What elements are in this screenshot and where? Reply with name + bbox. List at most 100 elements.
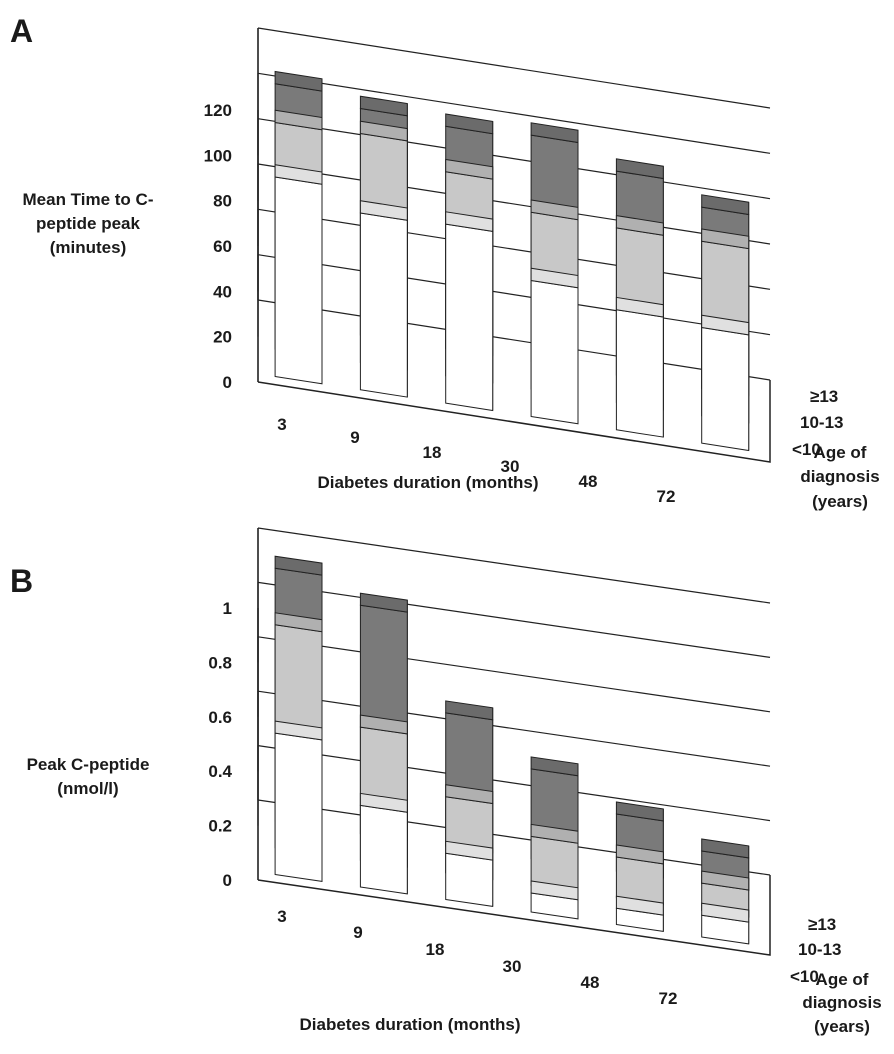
bar-top bbox=[530, 267, 579, 289]
series-tick-label: 10-13 bbox=[798, 940, 841, 959]
y-tick-label: 0.8 bbox=[208, 653, 232, 672]
gridline bbox=[257, 254, 771, 336]
y-tick-label: 120 bbox=[204, 101, 232, 120]
bar-top bbox=[274, 164, 323, 185]
gridline bbox=[257, 118, 771, 200]
bar-top bbox=[701, 838, 750, 859]
panel-label: B bbox=[10, 563, 33, 599]
x-tick-label: 30 bbox=[503, 957, 522, 976]
y-tick-label: 80 bbox=[213, 192, 232, 211]
bar-top bbox=[359, 714, 408, 735]
gridline bbox=[257, 799, 771, 876]
bar-top bbox=[701, 314, 750, 336]
gridline bbox=[257, 690, 771, 767]
depth-axis-title: (years) bbox=[812, 492, 868, 511]
bar-front bbox=[445, 223, 494, 412]
bar-top bbox=[615, 158, 664, 180]
bar-front bbox=[615, 309, 664, 438]
bar bbox=[445, 211, 494, 412]
bar-top bbox=[445, 700, 494, 721]
bar-top bbox=[615, 895, 664, 916]
bar-top bbox=[445, 211, 494, 232]
gridline bbox=[257, 72, 771, 154]
bar-top bbox=[530, 880, 579, 901]
x-tick-label: 48 bbox=[581, 973, 600, 992]
series-tick-label: 10-13 bbox=[800, 413, 843, 432]
bar bbox=[530, 267, 579, 425]
y-tick-label: 1 bbox=[223, 599, 232, 618]
bar-top bbox=[615, 296, 664, 318]
bar bbox=[530, 823, 579, 893]
bar-top bbox=[530, 823, 579, 844]
gridline bbox=[257, 208, 771, 290]
bar-front bbox=[359, 212, 408, 398]
bar-front bbox=[274, 176, 323, 385]
x-tick-label: 48 bbox=[579, 472, 598, 491]
gridline bbox=[257, 745, 771, 822]
bar-top bbox=[359, 200, 408, 221]
floor-edge bbox=[257, 380, 771, 463]
bar-top bbox=[615, 844, 664, 865]
y-tick-label: 0.6 bbox=[208, 708, 232, 727]
bar-top bbox=[701, 902, 750, 923]
bar-top bbox=[530, 199, 579, 221]
x-tick-label: 3 bbox=[277, 415, 286, 434]
bar bbox=[615, 895, 664, 932]
bar bbox=[274, 164, 323, 385]
gridline bbox=[257, 581, 771, 658]
gridline bbox=[257, 27, 771, 109]
bar bbox=[701, 314, 750, 452]
x-tick-label: 18 bbox=[426, 940, 445, 959]
floor-edge bbox=[257, 875, 771, 956]
bar-top bbox=[274, 109, 323, 131]
bar bbox=[359, 200, 408, 398]
bar-top bbox=[530, 756, 579, 777]
chart-panel-B: 0 0.2 0.4 0.6 0.8 1 3 9 18 30 48 72 ≥13 10-13 <10 Peak … bbox=[10, 527, 882, 1036]
y-tick-label: 0 bbox=[223, 871, 232, 890]
bar-top bbox=[701, 228, 750, 250]
depth-axis-title: diagnosis bbox=[802, 993, 881, 1012]
bar-top bbox=[359, 792, 408, 813]
series-tick-label: <10 bbox=[792, 440, 821, 459]
x-axis-title: Diabetes duration (months) bbox=[299, 1015, 520, 1034]
bar bbox=[530, 880, 579, 920]
bar-top bbox=[615, 801, 664, 822]
bar bbox=[701, 902, 750, 945]
bar-top bbox=[615, 215, 664, 236]
bar-top bbox=[274, 70, 323, 92]
bar-front bbox=[701, 326, 750, 452]
x-axis-title: Diabetes duration (months) bbox=[317, 473, 538, 492]
bar-front bbox=[274, 732, 323, 882]
y-axis-title: Mean Time to C- bbox=[23, 190, 154, 209]
y-tick-label: 60 bbox=[213, 237, 232, 256]
y-axis-title: peptide peak bbox=[36, 214, 140, 233]
bar-front bbox=[530, 279, 579, 425]
bar bbox=[615, 296, 664, 438]
gridline bbox=[257, 299, 771, 381]
x-tick-label: 18 bbox=[423, 443, 442, 462]
bar-top bbox=[274, 555, 323, 576]
bar-top bbox=[274, 720, 323, 741]
depth-axis-title: Age of bbox=[816, 970, 869, 989]
bar-top bbox=[359, 95, 408, 117]
y-tick-label: 0.4 bbox=[208, 762, 232, 781]
bar-top bbox=[445, 840, 494, 861]
bar bbox=[359, 792, 408, 895]
y-tick-label: 40 bbox=[213, 282, 232, 301]
x-tick-label: 9 bbox=[350, 428, 359, 447]
series-tick-label: ≥13 bbox=[808, 915, 836, 934]
x-tick-label: 9 bbox=[353, 923, 362, 942]
depth-axis-title: diagnosis bbox=[800, 467, 879, 486]
gridline bbox=[257, 163, 771, 245]
bar-top bbox=[274, 612, 323, 633]
x-tick-label: 30 bbox=[501, 457, 520, 476]
bar-front bbox=[445, 852, 494, 907]
series-tick-label: ≥13 bbox=[810, 387, 838, 406]
depth-axis-title: (years) bbox=[814, 1017, 870, 1036]
bar-top bbox=[530, 122, 579, 144]
y-axis-title: Peak C-peptide bbox=[27, 755, 150, 774]
gridline bbox=[257, 636, 771, 713]
y-tick-label: 0.2 bbox=[208, 817, 232, 836]
gridline bbox=[257, 527, 771, 604]
